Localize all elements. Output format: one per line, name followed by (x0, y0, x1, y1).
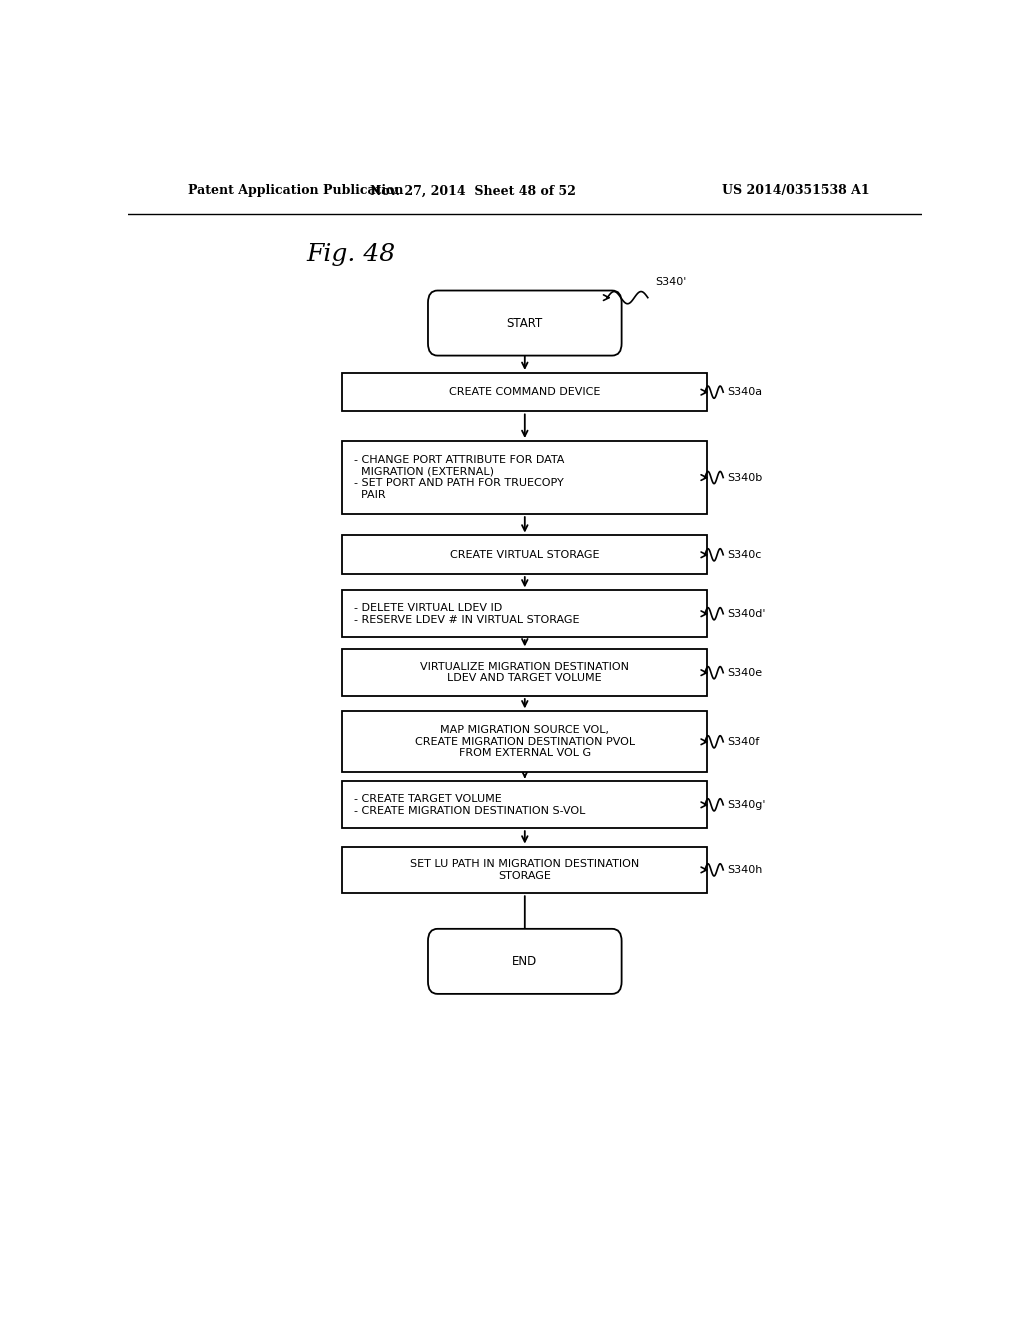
Text: Fig. 48: Fig. 48 (306, 243, 395, 267)
Bar (342, 590, 708, 638)
Text: S340f: S340f (727, 737, 760, 747)
Text: - CHANGE PORT ATTRIBUTE FOR DATA
  MIGRATION (EXTERNAL)
- SET PORT AND PATH FOR : - CHANGE PORT ATTRIBUTE FOR DATA MIGRATI… (354, 455, 564, 500)
Text: S340d': S340d' (727, 609, 766, 619)
Text: START: START (507, 317, 543, 330)
FancyBboxPatch shape (428, 929, 622, 994)
Text: SET LU PATH IN MIGRATION DESTINATION
STORAGE: SET LU PATH IN MIGRATION DESTINATION STO… (411, 859, 639, 880)
Text: END: END (512, 954, 538, 968)
Text: S340h: S340h (727, 865, 763, 875)
Text: VIRTUALIZE MIGRATION DESTINATION
LDEV AND TARGET VOLUME: VIRTUALIZE MIGRATION DESTINATION LDEV AN… (420, 661, 630, 684)
Text: Nov. 27, 2014  Sheet 48 of 52: Nov. 27, 2014 Sheet 48 of 52 (371, 185, 577, 198)
Text: S340g': S340g' (727, 800, 766, 810)
Bar (342, 536, 708, 574)
Bar (342, 649, 708, 696)
Text: US 2014/0351538 A1: US 2014/0351538 A1 (722, 185, 870, 198)
Text: S340e: S340e (727, 668, 762, 677)
Bar (342, 846, 708, 894)
Text: S340a: S340a (727, 387, 762, 397)
Text: S340b: S340b (727, 473, 763, 483)
Text: S340': S340' (655, 277, 687, 288)
Text: CREATE COMMAND DEVICE: CREATE COMMAND DEVICE (450, 387, 600, 397)
Bar (342, 781, 708, 828)
Bar (342, 711, 708, 772)
Bar (342, 372, 708, 412)
Text: CREATE VIRTUAL STORAGE: CREATE VIRTUAL STORAGE (451, 550, 599, 560)
Text: MAP MIGRATION SOURCE VOL,
CREATE MIGRATION DESTINATION PVOL
FROM EXTERNAL VOL G: MAP MIGRATION SOURCE VOL, CREATE MIGRATI… (415, 725, 635, 759)
Text: Patent Application Publication: Patent Application Publication (187, 185, 403, 198)
Text: - CREATE TARGET VOLUME
- CREATE MIGRATION DESTINATION S-VOL: - CREATE TARGET VOLUME - CREATE MIGRATIO… (354, 795, 586, 816)
FancyBboxPatch shape (428, 290, 622, 355)
Text: - DELETE VIRTUAL LDEV ID
- RESERVE LDEV # IN VIRTUAL STORAGE: - DELETE VIRTUAL LDEV ID - RESERVE LDEV … (354, 603, 580, 624)
Bar (342, 441, 708, 515)
Text: S340c: S340c (727, 550, 762, 560)
